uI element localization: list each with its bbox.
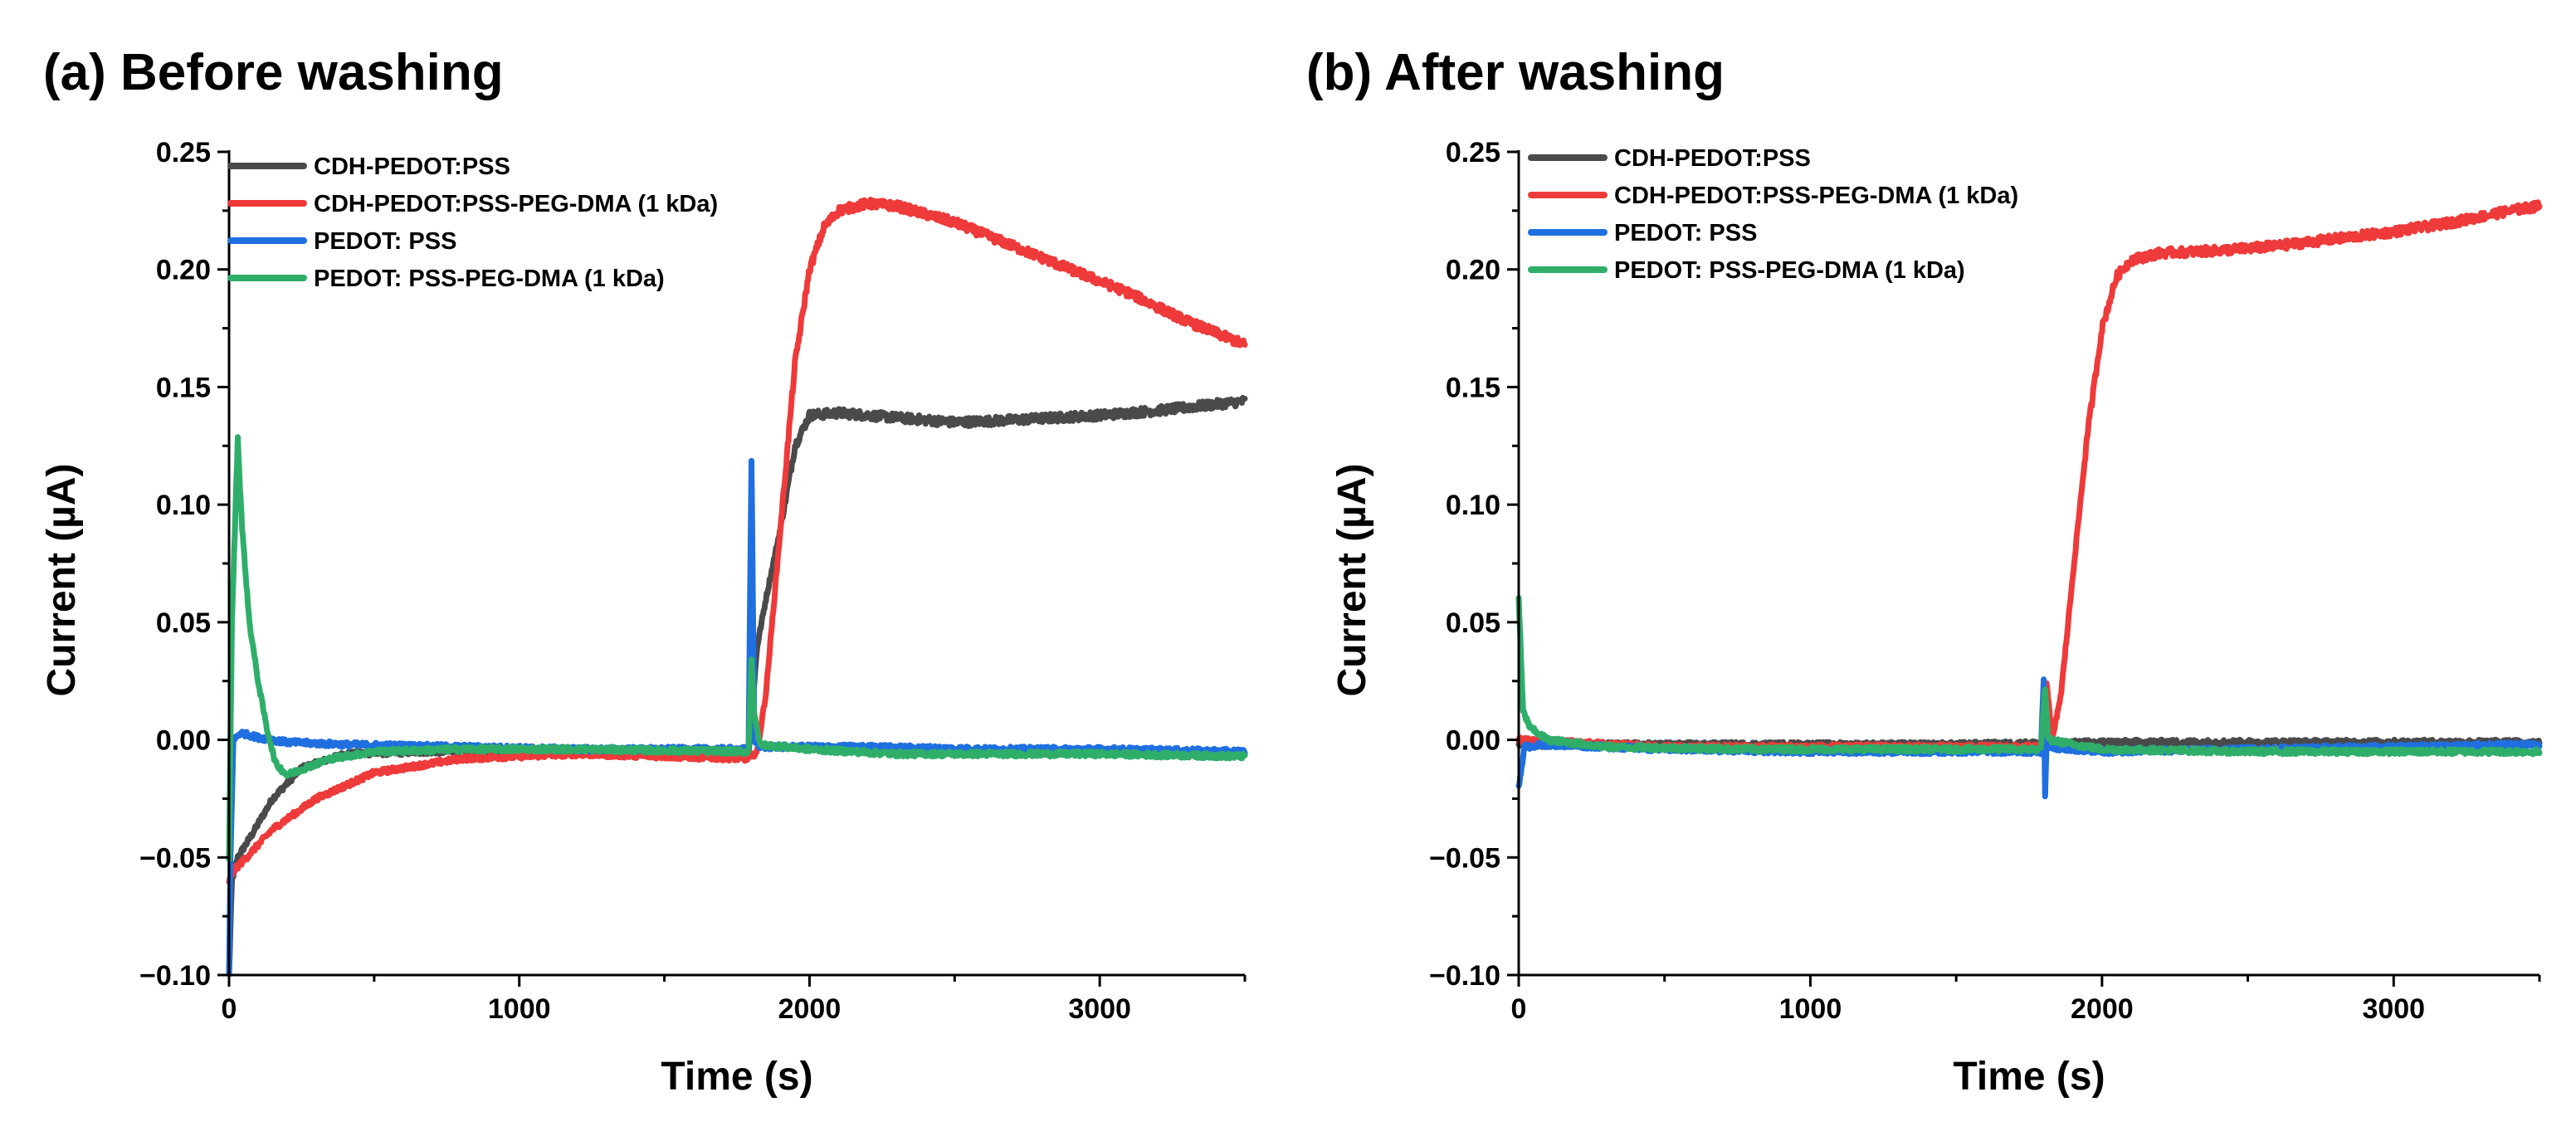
y-axis-label: Current (µA) [40,464,84,697]
y-tick-label: 0.00 [1446,725,1500,757]
x-tick-label: 2000 [2071,993,2134,1025]
legend: CDH-PEDOT:PSS CDH-PEDOT:PSS-PEG-DMA (1 kD… [1528,145,2018,284]
chart-panel-0: (a) Before washing −0.10 −0.05 0.00 0.05 0.10… [40,44,1248,1099]
legend: CDH-PEDOT:PSS CDH-PEDOT:PSS-PEG-DMA (1 kD… [227,154,718,292]
chart-title: (a) Before washing [43,44,504,101]
legend-label-0: CDH-PEDOT:PSS [1614,145,1811,172]
legend-label-1: CDH-PEDOT:PSS-PEG-DMA (1 kDa) [314,191,718,217]
y-tick-label: 0.10 [1446,490,1500,521]
legend-label-0: CDH-PEDOT:PSS [314,154,510,180]
legend-label-2: PEDOT: PSS [1614,220,1757,246]
legend-label-3: PEDOT: PSS-PEG-DMA (1 kDa) [1614,257,1965,284]
series-line-1 [1515,199,2543,753]
y-tick-label: 0.05 [156,607,211,639]
y-tick-label: 0.15 [156,372,211,403]
y-tick-label: 0.00 [156,725,211,757]
x-tick-label: 1000 [1779,993,1842,1025]
series-line-0 [226,394,1248,978]
x-tick-label: 2000 [778,993,842,1025]
series-group [226,197,1248,978]
series-line-3 [226,434,1248,863]
y-tick-label: −0.05 [1429,842,1500,874]
y-tick-label: −0.10 [1429,960,1500,992]
legend-label-2: PEDOT: PSS [314,228,456,255]
y-tick-label: 0.20 [156,255,211,286]
series-line-2 [1515,676,2543,800]
y-tick-label: 0.05 [1446,607,1500,639]
x-tick-label: 0 [222,993,237,1025]
series-line-1 [226,197,1248,885]
x-tick-label: 3000 [1068,993,1131,1025]
x-axis-label: Time (s) [1953,1055,2105,1099]
y-axis-label: Current (µA) [1330,464,1374,697]
series-group [1515,199,2543,800]
series-line-2 [226,457,1248,978]
y-tick-label: −0.05 [139,842,211,874]
x-tick-label: 0 [1511,993,1527,1025]
y-tick-label: −0.10 [139,960,211,992]
x-tick-label: 1000 [488,993,551,1025]
x-tick-label: 3000 [2362,993,2425,1025]
y-tick-label: 0.15 [1446,372,1500,403]
y-tick-label: 0.10 [156,490,211,521]
y-tick-label: 0.25 [1446,137,1500,168]
series-line-3 [1515,595,2543,758]
x-axis-label: Time (s) [661,1055,812,1099]
legend-label-3: PEDOT: PSS-PEG-DMA (1 kDa) [314,266,665,292]
y-tick-label: 0.20 [1446,255,1500,286]
chart-panel-1: (b) After washing −0.10 −0.05 0.00 0.05 0.10 0… [1306,44,2543,1099]
legend-label-1: CDH-PEDOT:PSS-PEG-DMA (1 kDa) [1614,183,2018,209]
y-tick-label: 0.25 [156,137,211,168]
chart-title: (b) After washing [1306,44,1725,101]
